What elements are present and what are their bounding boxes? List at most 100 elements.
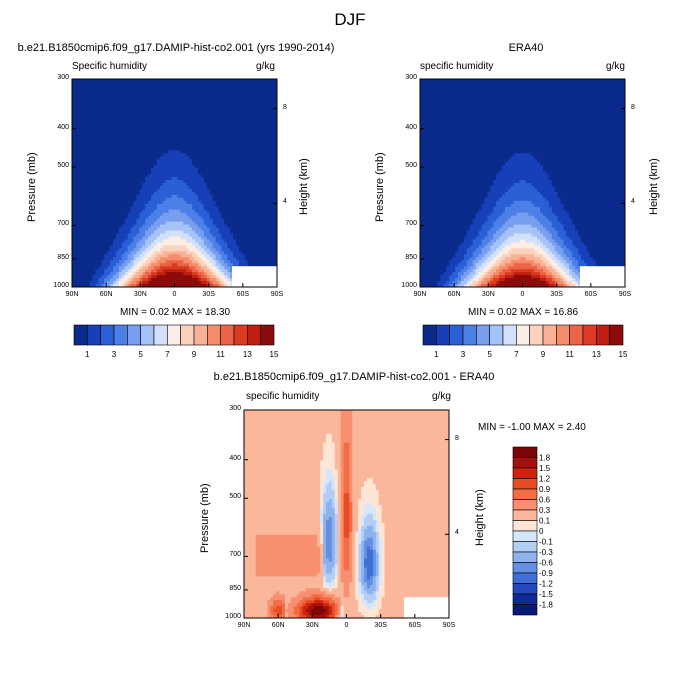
heatmap-cell: [86, 102, 90, 107]
heatmap-cell: [80, 218, 85, 223]
heatmap-cell: [262, 203, 266, 208]
heatmap-cell: [227, 224, 231, 228]
heatmap-cell: [80, 227, 85, 231]
heatmap-cell: [104, 224, 108, 228]
heatmap-cell: [247, 168, 252, 172]
heatmap-cell: [83, 230, 88, 234]
heatmap-cell: [247, 248, 252, 252]
heatmap-cell: [136, 209, 140, 214]
heatmap-cell: [262, 245, 266, 249]
heatmap-cell: [74, 203, 79, 208]
heatmap-cell: [107, 168, 111, 172]
heatmap-cell: [233, 200, 237, 205]
heatmap-cell: [148, 102, 152, 107]
heatmap-cell: [192, 159, 196, 163]
colorbar-swatch: [153, 324, 168, 346]
heatmap-cell: [221, 215, 225, 220]
heatmap-cell: [227, 90, 231, 95]
heatmap-cell: [215, 183, 219, 187]
heatmap-cell: [253, 171, 257, 175]
heatmap-cell: [159, 254, 164, 258]
heatmap-cell: [121, 242, 126, 246]
heatmap-cell: [139, 236, 143, 240]
heatmap-cell: [244, 84, 249, 89]
heatmap-cell: [151, 117, 155, 121]
heatmap-cell: [250, 162, 254, 166]
heatmap-cell: [265, 108, 269, 113]
heatmap-cell: [256, 233, 260, 237]
heatmap-cell: [227, 159, 231, 163]
heatmap-cell: [268, 221, 272, 225]
heatmap-cell: [183, 206, 187, 211]
heatmap-cell: [86, 132, 90, 136]
heatmap-cell: [101, 281, 105, 285]
heatmap-cell: [115, 102, 120, 107]
heatmap-cell: [227, 79, 231, 83]
heatmap-cell: [262, 251, 266, 255]
heatmap-cell: [271, 200, 275, 205]
heatmap-cell: [101, 159, 105, 163]
heatmap-cell: [118, 183, 123, 187]
heatmap-cell: [77, 266, 82, 270]
heatmap-cell: [77, 171, 82, 175]
heatmap-cell: [195, 165, 199, 169]
heatmap-cell: [195, 278, 199, 282]
heatmap-cell: [107, 236, 111, 240]
heatmap-cell: [118, 203, 123, 208]
heatmap-cell: [151, 242, 155, 246]
heatmap-cell: [86, 281, 90, 285]
heatmap-cell: [180, 150, 184, 154]
heatmap-cell: [265, 254, 269, 258]
heatmap-cell: [177, 239, 181, 243]
heatmap-cell: [189, 230, 193, 234]
heatmap-cell: [171, 221, 175, 225]
heatmap-cell: [262, 90, 266, 95]
heatmap-cell: [154, 257, 158, 261]
heatmap-cell: [203, 84, 208, 89]
heatmap-cell: [83, 132, 88, 136]
heatmap-cell: [127, 203, 131, 208]
heatmap-cell: [230, 278, 234, 282]
heatmap-cell: [156, 96, 161, 101]
heatmap-cell: [130, 284, 134, 288]
colorbar-swatch: [193, 324, 208, 346]
heatmap-cell: [107, 165, 111, 169]
heatmap-cell: [212, 111, 216, 116]
heatmap-cell: [271, 224, 275, 228]
heatmap-cell: [227, 200, 231, 205]
heatmap-cell: [159, 84, 164, 89]
heatmap-cell: [104, 117, 108, 121]
heatmap-cell: [74, 99, 79, 104]
heatmap-cell: [80, 114, 85, 119]
heatmap-cell: [268, 129, 272, 133]
heatmap-cell: [104, 278, 108, 282]
heatmap-cell: [227, 177, 231, 181]
heatmap-cell: [253, 90, 257, 95]
heatmap-cell: [142, 224, 146, 228]
heatmap-cell: [236, 144, 240, 148]
heatmap-cell: [233, 174, 237, 178]
heatmap-cell: [183, 111, 187, 116]
heatmap-cell: [209, 90, 213, 95]
heatmap-cell: [262, 87, 266, 92]
heatmap-cell: [206, 266, 211, 270]
heatmap-cell: [221, 126, 225, 130]
heatmap-cell: [86, 135, 90, 139]
heatmap-cell: [142, 153, 146, 157]
heatmap-cell: [180, 257, 184, 261]
heatmap-cell: [168, 90, 172, 95]
heatmap-cell: [265, 144, 269, 148]
heatmap-cell: [86, 144, 90, 148]
heatmap-cell: [86, 221, 90, 225]
heatmap-cell: [183, 197, 187, 202]
heatmap-cell: [262, 200, 266, 205]
heatmap-cell: [92, 84, 96, 89]
heatmap-cell: [74, 188, 79, 193]
heatmap-cell: [162, 171, 167, 175]
heatmap-cell: [203, 275, 208, 279]
heatmap-cell: [262, 227, 266, 231]
heatmap-cell: [218, 108, 222, 113]
heatmap-cell: [215, 218, 219, 223]
heatmap-cell: [174, 105, 178, 110]
heatmap-cell: [236, 84, 240, 89]
